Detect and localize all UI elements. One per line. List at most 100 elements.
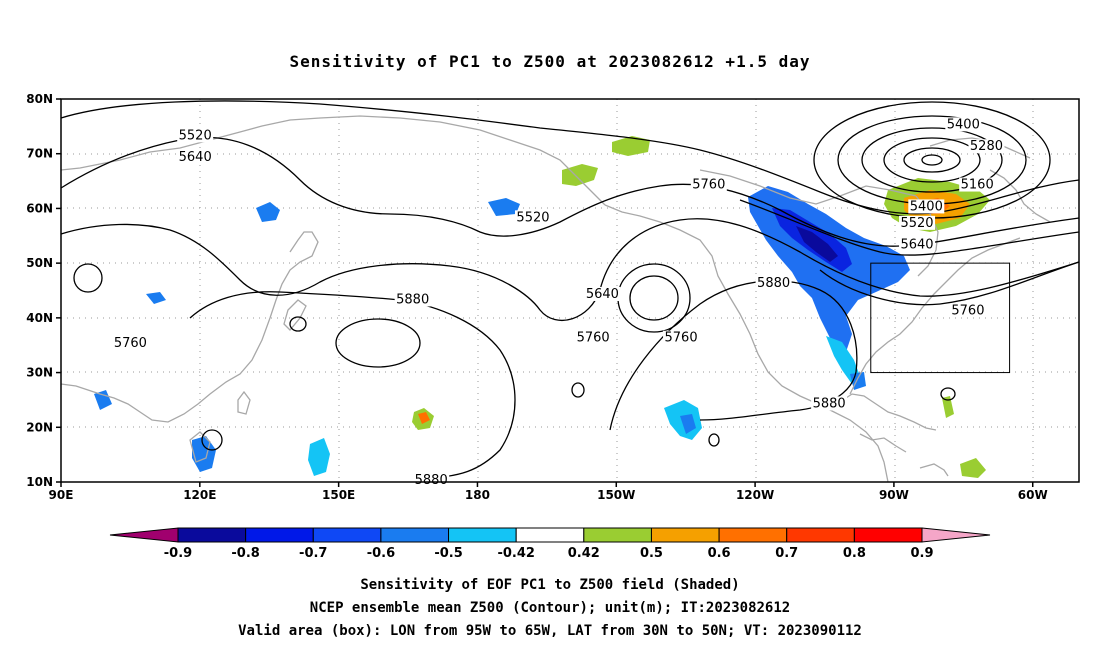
colorbar-low-extend (109, 527, 179, 543)
contour-label-background (811, 396, 848, 411)
colorbar-swatch (583, 527, 652, 543)
longitude-axis: 90E 120E 150E 180 150W 120W 90W 60W (49, 482, 1048, 502)
light-negative-sensitivity-fringe (826, 336, 860, 384)
contour-label-background (413, 473, 450, 487)
contour-small-ring-atlantic (940, 387, 956, 401)
contour-label: 5520 (179, 128, 212, 143)
colorbar-label: -0.8 (231, 546, 259, 561)
contour-5880 (189, 291, 516, 479)
negative-sensitivity-east-pacific-core (680, 414, 696, 434)
contour-label: 5760 (114, 336, 147, 351)
negative-sensitivity-philippines (192, 436, 216, 472)
colorbar-swatch (650, 527, 720, 543)
colorbar-label: -0.6 (367, 546, 395, 561)
colorbar-swatch (245, 527, 314, 543)
contour-label: 5880 (757, 276, 790, 291)
colorbar-label: 0.42 (568, 546, 600, 561)
colorbar-swatch (448, 527, 517, 543)
contour-label: 5640 (586, 287, 619, 302)
contour-small-ring-east-pacific (708, 433, 720, 447)
contour-label: 5880 (813, 396, 846, 411)
colorbar: -0.9 -0.8 -0.7 -0.6 -0.5 -0.42 0.42 0.5 0.6 0.7 0.… (109, 527, 991, 561)
valid-area-box (870, 262, 1011, 374)
contour-label: 5880 (396, 292, 429, 307)
negative-sensitivity-china-sea (146, 292, 166, 304)
positive-sensitivity-siberia (562, 164, 598, 186)
lat-tick-label: 70N (26, 147, 53, 161)
colorbar-swatch (312, 527, 382, 543)
contour-label-background (177, 150, 214, 165)
colorbar-label: -0.42 (497, 546, 534, 561)
lon-tick-label: 120E (183, 488, 216, 502)
contour-label: 5280 (970, 139, 1003, 154)
positive-sensitivity-arctic (612, 136, 650, 156)
deep-negative-sensitivity-core (796, 226, 838, 262)
negative-sensitivity-north-pacific (488, 198, 520, 216)
coastlines (60, 115, 1051, 483)
contour-label: 5760 (951, 303, 984, 318)
contour-label-background (945, 117, 982, 132)
contour-low-gulf-alaska (629, 275, 679, 321)
colorbar-label: -0.7 (299, 546, 327, 561)
map-background (61, 99, 1079, 482)
contour-label-background (394, 292, 431, 307)
colorbar-label: -0.9 (164, 546, 192, 561)
lat-tick-label: 50N (26, 256, 53, 270)
lat-tick-label: 30N (26, 366, 53, 380)
contour-5640 (60, 136, 1080, 247)
contour-small-ring-philippines (201, 429, 223, 451)
contour-label-background (949, 303, 986, 318)
contour-high-pacific (335, 318, 421, 368)
colorbar-label: 0.6 (708, 546, 731, 561)
contour-label: 5640 (179, 150, 212, 165)
lon-tick-label: 60W (1018, 488, 1048, 502)
contour-label-background (575, 330, 612, 345)
map-panel: 5520 5640 5520 5760 5640 5760 5880 5760 5760 5880… (60, 98, 1080, 488)
lon-tick-label: 150W (597, 488, 635, 502)
contour-label: 5160 (961, 178, 994, 193)
contour-label: 5400 (947, 117, 980, 132)
colorbar-label: 0.7 (775, 546, 798, 561)
contour-label: 5880 (415, 473, 448, 488)
colorbar-label: 0.9 (910, 546, 933, 561)
lat-tick-label: 80N (26, 92, 53, 106)
contour-5760 (60, 218, 1080, 321)
contour-label: 5760 (577, 331, 610, 346)
contour-label-background (899, 237, 936, 252)
colorbar-swatch (718, 527, 788, 543)
contour-small-ring-pacific (571, 382, 585, 398)
contour-label: 5640 (900, 238, 933, 253)
captions: Sensitivity of EOF PC1 to Z500 field (Sh… (238, 577, 862, 639)
lat-tick-label: 20N (26, 420, 53, 434)
contour-label-background (959, 177, 996, 192)
negative-sensitivity-south-china (94, 390, 112, 410)
colorbar-swatch (786, 527, 855, 543)
contour-5640-east (739, 199, 1080, 256)
caption-shading: Sensitivity of EOF PC1 to Z500 field (Sh… (360, 577, 739, 593)
contour-label: 5400 (910, 199, 943, 214)
contour-label-background (584, 286, 621, 301)
contour-label-background (112, 336, 149, 351)
contour-label: 5520 (900, 216, 933, 231)
colorbar-swatch (177, 527, 247, 543)
contour-small-low-asia (73, 263, 103, 293)
colorbar-swatch (515, 527, 585, 543)
positive-sensitivity-pacific-core (418, 412, 430, 424)
lon-tick-label: 150E (322, 488, 355, 502)
latitude-axis: 10N 20N 30N 40N 50N 60N 70N 80N (26, 92, 61, 489)
lon-tick-label: 90E (49, 488, 74, 502)
contour-label: 5760 (692, 178, 725, 193)
negative-sensitivity-siberia-west (256, 202, 280, 222)
contour-label-background (755, 276, 792, 291)
contour-label-background (908, 199, 945, 214)
contour-label-background (663, 330, 700, 345)
lat-tick-label: 10N (26, 475, 53, 489)
positive-sensitivity-caribbean (960, 458, 986, 478)
contour-label-background (899, 215, 936, 230)
colorbar-swatch (380, 527, 450, 543)
lon-tick-label: 180 (465, 488, 490, 502)
figure-title: Sensitivity of PC1 to Z500 at 2023082612… (289, 52, 810, 71)
contour-label: 5520 (516, 210, 549, 225)
colorbar-label: 0.5 (640, 546, 663, 561)
